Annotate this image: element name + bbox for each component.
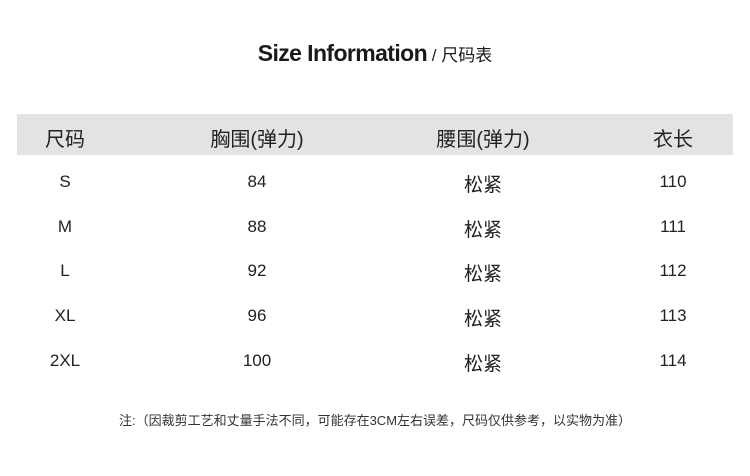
cell-size: L — [60, 261, 70, 280]
cell-waist: 松紧 — [463, 175, 503, 196]
cell-chest: 92 — [247, 261, 267, 280]
cell-length: 114 — [659, 351, 687, 370]
cell-size: M — [57, 217, 73, 236]
cell-chest: 100 — [242, 351, 272, 370]
cell-chest: 96 — [247, 306, 267, 325]
cell-length: 111 — [660, 217, 686, 236]
cell-length: 110 — [659, 172, 687, 191]
table-row: M 88 松紧 111 — [0, 217, 750, 247]
table-row: XL 96 松紧 113 — [0, 306, 750, 336]
table-header: 尺码 胸围(弹力) 腰围(弹力) 衣长 — [17, 114, 733, 155]
cell-waist: 松紧 — [463, 354, 503, 375]
cell-size: S — [59, 172, 71, 191]
title-separator: / — [427, 46, 442, 65]
title-english: Size Information — [257, 40, 428, 66]
footnote: 注:（因裁剪工艺和丈量手法不同，可能存在3CM左右误差，尺码仅供参考，以实物为准… — [118, 413, 632, 428]
table-row: 2XL 100 松紧 114 — [0, 351, 750, 381]
header-waist: 腰围(弹力) — [436, 129, 530, 151]
cell-chest: 88 — [247, 217, 267, 236]
header-size: 尺码 — [45, 129, 85, 151]
header-length: 衣长 — [653, 129, 693, 151]
cell-size: 2XL — [49, 351, 81, 370]
cell-chest: 84 — [247, 172, 267, 191]
table-row: S 84 松紧 110 — [0, 172, 750, 202]
cell-waist: 松紧 — [463, 220, 503, 241]
cell-length: 113 — [659, 306, 687, 325]
table-row: L 92 松紧 112 — [0, 261, 750, 291]
cell-waist: 松紧 — [463, 264, 503, 285]
cell-length: 112 — [659, 261, 687, 280]
cell-size: XL — [54, 306, 76, 325]
header-chest: 胸围(弹力) — [210, 129, 304, 151]
title-chinese: 尺码表 — [441, 46, 493, 65]
page-title: Size Information / 尺码表 — [0, 40, 750, 67]
cell-waist: 松紧 — [463, 309, 503, 330]
